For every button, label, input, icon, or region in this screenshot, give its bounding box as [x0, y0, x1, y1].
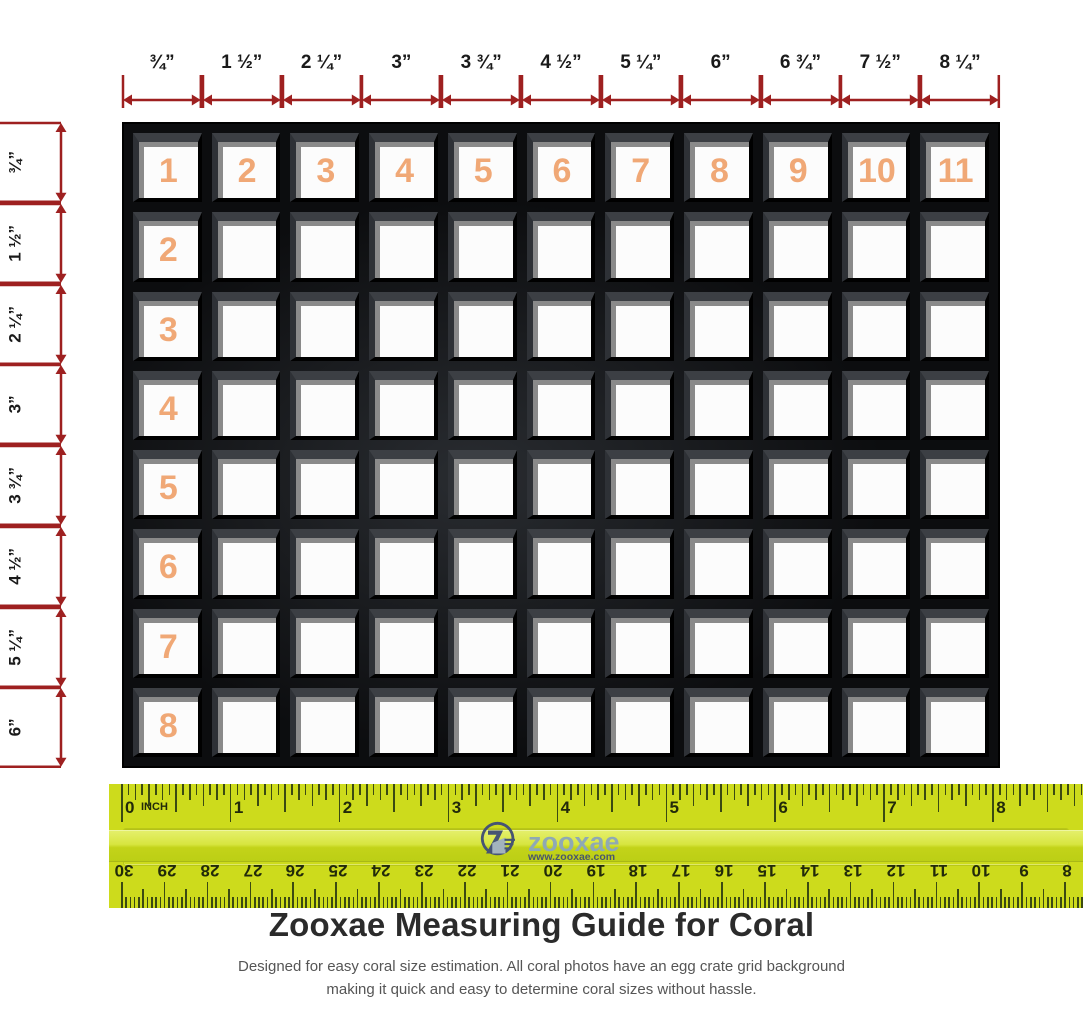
- svg-text:www.zooxae.com: www.zooxae.com: [527, 851, 615, 863]
